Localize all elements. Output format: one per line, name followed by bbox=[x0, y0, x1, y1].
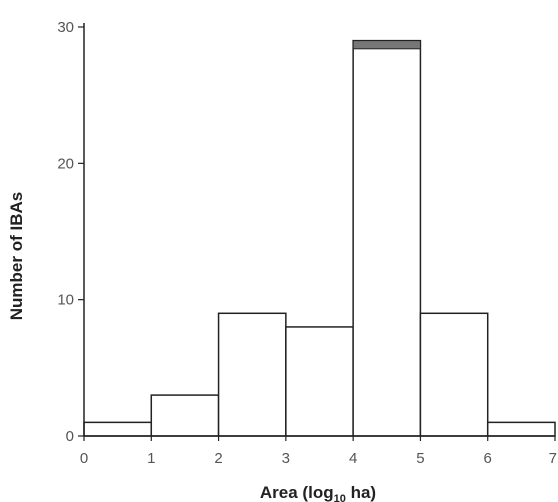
x-tick-label: 1 bbox=[147, 450, 155, 467]
bar-bin-4 bbox=[352, 39, 422, 437]
bars-group bbox=[83, 39, 556, 437]
axes-group bbox=[83, 23, 555, 437]
x-axis-title-subscript: 10 bbox=[334, 493, 346, 502]
y-tick-label: 20 bbox=[57, 155, 74, 172]
bar-bin-2 bbox=[217, 312, 287, 437]
x-axis-title-prefix: Area (log bbox=[260, 483, 334, 502]
bar-bin-5 bbox=[419, 312, 489, 437]
y-axis-title: Number of IBAs bbox=[7, 192, 26, 320]
y-tick-label: 0 bbox=[66, 428, 74, 445]
bar-bin-4-top-segment bbox=[352, 40, 421, 50]
x-tick-label: 4 bbox=[349, 450, 357, 467]
x-tick-label: 2 bbox=[214, 450, 222, 467]
bar-bin-0 bbox=[83, 421, 153, 437]
y-ticks-group: 0 10 20 30 bbox=[57, 19, 84, 445]
x-tick-label: 5 bbox=[416, 450, 424, 467]
x-ticks-group: 0 1 2 3 4 5 6 7 bbox=[80, 436, 557, 467]
bar-bin-3 bbox=[285, 326, 354, 437]
x-tick-label: 6 bbox=[484, 450, 492, 467]
x-axis-title: Area (log10 ha) bbox=[260, 483, 376, 502]
y-tick-label: 10 bbox=[57, 292, 74, 309]
x-axis-title-suffix: ha) bbox=[346, 483, 376, 502]
y-tick-label: 30 bbox=[57, 19, 74, 36]
x-tick-label: 0 bbox=[80, 450, 88, 467]
x-tick-label: 7 bbox=[549, 450, 557, 467]
bar-bin-6 bbox=[486, 421, 556, 437]
bar-bin-1 bbox=[150, 394, 220, 437]
x-tick-label: 3 bbox=[282, 450, 290, 467]
